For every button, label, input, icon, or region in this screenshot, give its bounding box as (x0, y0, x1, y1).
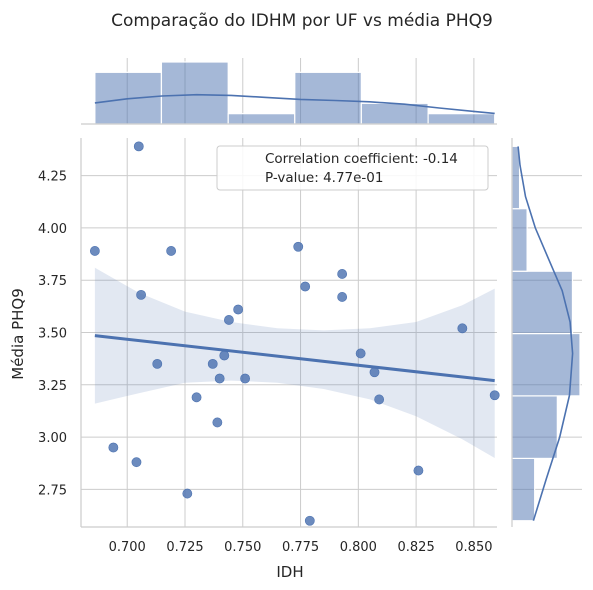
scatter-point (304, 515, 315, 526)
x-tick-label: 0.775 (282, 540, 319, 555)
scatter-point (214, 373, 225, 384)
scatter-point (152, 358, 163, 369)
main-scatter-axes: 0.700 0.725 0.750 0.775 0.800 0.825 0.850 2.75… (9, 138, 500, 581)
y-tick-label: 3.50 (38, 327, 67, 342)
top-marginal-axes (81, 58, 497, 125)
legend-entry-correlation: Correlation coefficient: -0.14 (265, 151, 458, 167)
scatter-point (233, 304, 244, 315)
scatter-point (240, 373, 250, 384)
y-tick-label: 4.25 (38, 170, 67, 185)
y-axis-label: Média PHQ9 (9, 288, 27, 380)
scatter-point (337, 292, 348, 302)
right-histogram-bar (511, 270, 574, 335)
scatter-point (182, 488, 193, 499)
right-marginal-histogram (511, 145, 581, 522)
scatter-point (337, 269, 348, 279)
y-tick-labels: 2.75 3.00 3.25 3.50 3.75 4.00 4.25 (38, 170, 67, 499)
scatter-point (136, 289, 146, 300)
top-histogram-bar (294, 71, 362, 125)
x-tick-label: 0.725 (166, 540, 203, 555)
y-tick-label: 2.75 (38, 483, 67, 498)
right-marginal-axes (511, 138, 582, 527)
regression-line (94, 334, 495, 383)
x-tick-label: 0.700 (109, 540, 146, 555)
top-marginal-histogram (94, 61, 496, 125)
x-tick-label: 0.825 (398, 540, 435, 555)
x-tick-labels: 0.700 0.725 0.750 0.775 0.800 0.825 0.850 (109, 540, 493, 555)
scatter-point (131, 457, 142, 468)
x-axis-label: IDH (276, 563, 303, 581)
legend-frame (216, 145, 489, 191)
scatter-point (489, 390, 500, 401)
scatter-point (89, 246, 100, 256)
scatter-point (374, 394, 385, 405)
legend-entry-p-value: P-value: 4.77e-01 (265, 170, 383, 186)
right-histogram-bar (511, 332, 581, 397)
scatter-point (108, 442, 119, 453)
y-tick-label: 3.00 (38, 431, 67, 446)
scatter-point (369, 367, 380, 378)
scatter-point (219, 350, 230, 361)
top-histogram-bar (427, 113, 496, 125)
scatter-point (457, 323, 468, 334)
scatter-point (293, 241, 304, 252)
top-marginal-kde-curve (94, 93, 495, 115)
scatter-point (355, 348, 366, 359)
scatter-point (191, 392, 202, 403)
top-histogram-bar (227, 113, 296, 125)
y-tick-label: 3.25 (38, 379, 67, 394)
scatter-point (224, 315, 234, 325)
top-histogram-bar (160, 61, 229, 125)
right-histogram-bar (511, 395, 558, 460)
scatter-point (133, 141, 144, 152)
scatter-point (207, 358, 218, 369)
y-tick-label: 4.00 (38, 222, 67, 237)
scatter-points (89, 141, 500, 526)
regression-confidence-band (94, 267, 495, 458)
figure-title: Comparação do IDHM por UF vs média PHQ9 (111, 11, 493, 31)
y-tick-label: 3.75 (38, 274, 67, 289)
right-marginal-kde-curve (517, 146, 574, 521)
right-histogram-bar (511, 457, 536, 522)
x-tick-label: 0.800 (340, 540, 377, 555)
scatter-point (212, 417, 223, 428)
x-tick-label: 0.850 (455, 540, 492, 555)
legend: Correlation coefficient: -0.14 P-value: … (216, 145, 489, 191)
right-histogram-bar (511, 208, 528, 272)
scatter-point (166, 246, 177, 256)
x-tick-label: 0.750 (224, 540, 261, 555)
scatter-point (413, 465, 424, 476)
scatter-point (300, 281, 311, 292)
